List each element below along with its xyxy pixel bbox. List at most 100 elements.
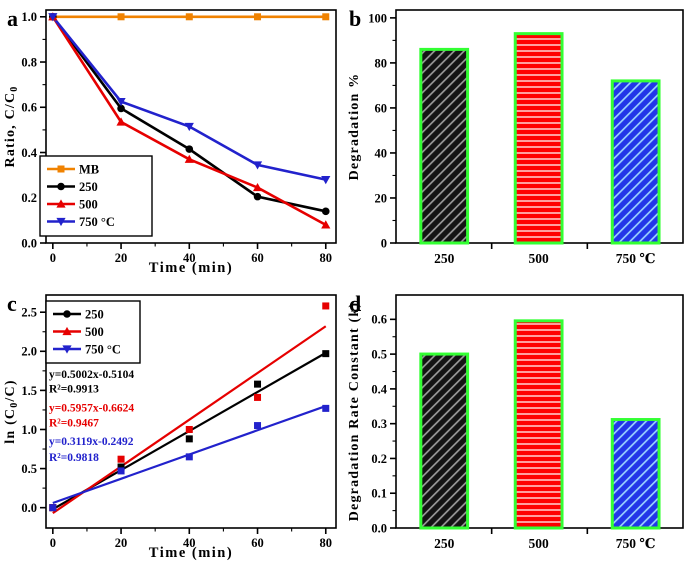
circle-marker: [57, 182, 65, 191]
fit-r-squared: R²=0.9913: [49, 384, 99, 396]
bar-border: [610, 418, 661, 530]
square-marker: [117, 455, 125, 463]
circle-marker: [253, 192, 262, 201]
panel-a: 0.0 0.2 0.4 0.6 0.8 1.0 0 20 40 60 80 Ratio, C/C0 Ti…: [0, 0, 342, 285]
x-tick-label: 60: [251, 536, 264, 550]
square-marker: [185, 435, 193, 443]
chart-b-degradation-percent: 0 20 40 60 80 100 250 500 750 ℃ Degradation % b: [347, 6, 684, 266]
square-marker: [254, 393, 262, 401]
y-tick-label: 0.0: [21, 501, 37, 515]
y-tick-label: 0.0: [371, 521, 387, 535]
bar-border: [513, 32, 564, 245]
fit-equation: y=0.3119x-0.2492: [49, 436, 134, 448]
square-marker: [254, 422, 262, 430]
circle-marker: [185, 145, 194, 153]
y-tick-label: 0.5: [21, 462, 37, 476]
x-tick-label: 80: [320, 251, 333, 265]
square-marker: [185, 453, 193, 461]
legend-label: 250: [79, 180, 98, 194]
square-marker: [185, 13, 193, 21]
fit-line: [52, 325, 327, 515]
square-marker: [254, 13, 262, 21]
fit-equation: y=0.5957x-0.6624: [49, 403, 134, 415]
circle-marker: [63, 310, 71, 318]
panel-letter: b: [349, 6, 361, 31]
bar-hatch: [612, 419, 660, 528]
chart-c-ln-ratio-vs-time: 0.0 0.5 1.0 1.5 2.0 2.5 0 20 40 60 80 ln (C0/C) Time…: [3, 291, 337, 561]
y-tick-label: 0.4: [21, 146, 37, 160]
y-tick-label: 1.0: [21, 10, 37, 24]
panel-c: 0.0 0.5 1.0 1.5 2.0 2.5 0 20 40 60 80 ln (C0/C) Time…: [0, 285, 342, 570]
y-tick-label: 40: [375, 146, 388, 160]
plot-frame: [45, 294, 337, 529]
circle-marker: [117, 104, 125, 113]
x-tick-label: 0: [50, 251, 56, 265]
legend-label: 750 °C: [79, 215, 115, 229]
legend-label: MB: [79, 162, 99, 176]
triangle-down-marker: [184, 122, 194, 132]
y-tick-label: 0.0: [21, 236, 37, 250]
y-tick-label: 1.0: [21, 423, 37, 437]
bar-hatch: [420, 49, 468, 243]
chart-d-rate-constant: 0.0 0.1 0.2 0.3 0.4 0.5 0.6 250 500 750 ℃ Degradat…: [347, 291, 684, 551]
y-axis-label: Degradation %: [347, 73, 362, 181]
triangle-down-marker: [116, 98, 126, 107]
y-tick-label: 0.3: [371, 417, 387, 431]
legend-label: 500: [79, 197, 98, 211]
y-tick-label: 0: [381, 236, 387, 250]
y-tick-label: 1.5: [21, 384, 37, 398]
triangle-down-marker: [56, 217, 66, 227]
x-tick-label: 80: [320, 536, 333, 550]
legend-label: 750 °C: [85, 342, 121, 356]
square-marker: [117, 13, 125, 21]
square-marker: [57, 165, 65, 173]
x-tick-label: 60: [251, 251, 264, 265]
triangle-down-marker: [48, 13, 58, 22]
triangle-up-marker: [184, 154, 194, 163]
category-label: 250: [434, 251, 455, 266]
fit-equation: y=0.5002x-0.5104: [49, 369, 134, 381]
triangle-up-marker: [321, 220, 331, 229]
y-tick-label: 0.4: [371, 382, 387, 396]
fit-r-squared: R²=0.9467: [49, 417, 99, 429]
y-axis-label: ln (C0/C): [3, 379, 20, 443]
square-marker: [322, 350, 330, 358]
y-tick-label: 20: [375, 191, 388, 205]
square-marker: [185, 425, 193, 433]
bar-hatch: [515, 320, 563, 528]
x-axis-label: Time (min): [149, 260, 233, 276]
y-tick-label: 0.2: [371, 452, 387, 466]
bar-hatch: [612, 80, 660, 243]
bar-border: [610, 79, 661, 245]
panel-d: 0.0 0.1 0.2 0.3 0.4 0.5 0.6 250 500 750 ℃ Degradat…: [342, 285, 685, 570]
triangle-up-marker: [62, 326, 72, 336]
y-tick-label: 0.6: [371, 313, 387, 327]
triangle-down-marker: [252, 161, 263, 170]
panel-letter: c: [7, 291, 17, 316]
plot-frame: [45, 9, 337, 244]
circle-marker: [321, 207, 330, 216]
triangle-up-marker: [56, 199, 66, 208]
y-tick-label: 60: [375, 101, 388, 115]
y-tick-label: 0.8: [21, 55, 37, 69]
chart-a-ratio-vs-time: 0.0 0.2 0.4 0.6 0.8 1.0 0 20 40 60 80 Ratio, C/C0 Ti…: [3, 6, 337, 276]
bar-border: [513, 319, 564, 530]
square-marker: [117, 467, 125, 475]
bar-hatch: [515, 33, 563, 243]
x-tick-label: 40: [183, 536, 196, 550]
square-marker: [117, 463, 125, 471]
x-tick-label: 20: [115, 536, 128, 550]
category-label: 500: [529, 536, 550, 551]
square-marker: [322, 302, 330, 310]
category-label: 500: [529, 251, 550, 266]
panel-b: 0 20 40 60 80 100 250 500 750 ℃ Degradation % b: [342, 0, 685, 285]
triangle-down-marker: [321, 176, 331, 185]
y-tick-label: 2.0: [21, 345, 37, 359]
category-label: 250: [434, 536, 455, 551]
y-tick-label: 0.6: [21, 101, 37, 115]
square-marker: [322, 13, 330, 21]
square-marker: [49, 504, 57, 512]
square-marker: [322, 404, 330, 412]
bar-border: [419, 352, 470, 530]
y-tick-label: 100: [368, 11, 387, 25]
